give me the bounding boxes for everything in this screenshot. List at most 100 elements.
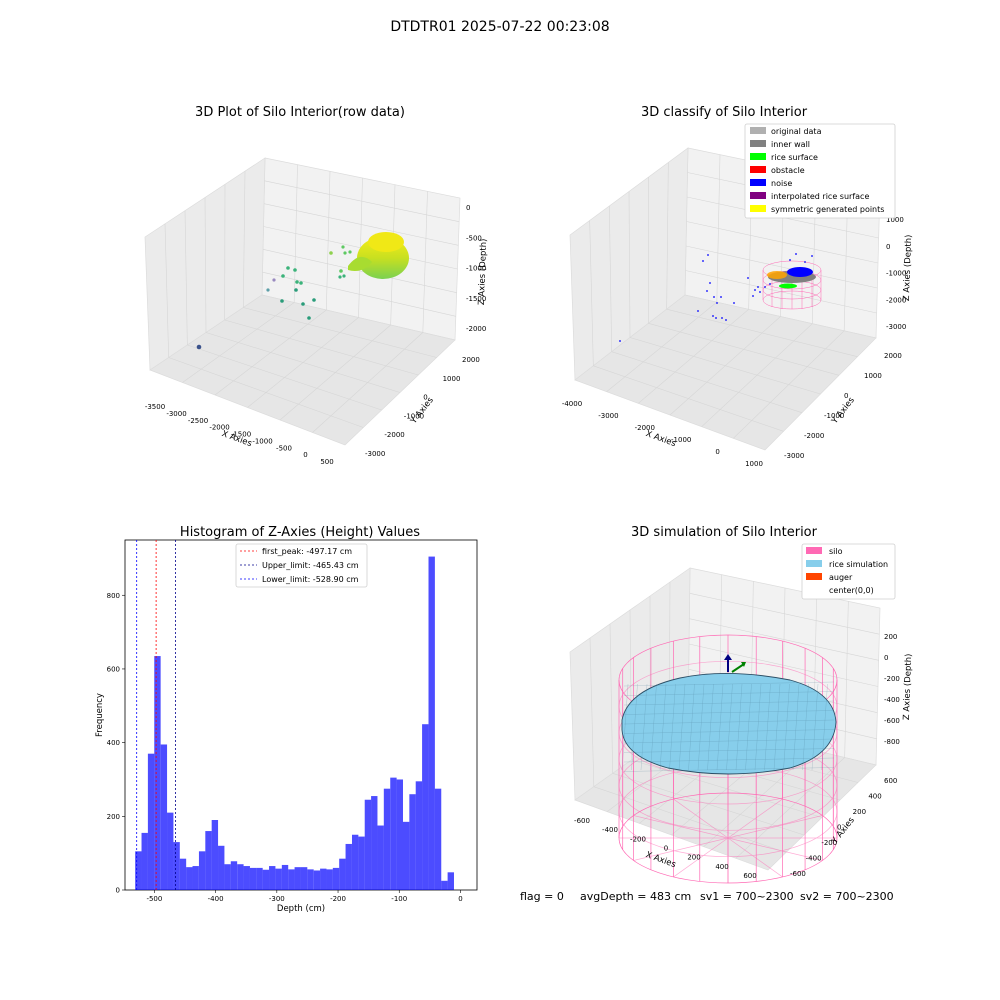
p4-legend-label: rice simulation (829, 560, 888, 569)
panel2-x-ticks: -4000 -3000 -2000 -1000 0 1000 (562, 400, 763, 468)
p2-ztick: 1000 (886, 216, 904, 224)
panel2-zlabel: Z Axies (Depth) (902, 234, 914, 301)
hist-bar (224, 864, 231, 890)
hist-ytick: 200 (107, 813, 120, 821)
panel1-grid (164, 164, 460, 433)
hist-legend-label: first_peak: -497.17 cm (262, 547, 352, 556)
p1-ytick: -2000 (384, 431, 404, 439)
panel4-legend: silo rice simulation auger center(0,0) (801, 543, 896, 600)
hist-xtick: -500 (146, 895, 162, 903)
hist-bar (307, 869, 314, 890)
hist-bar (364, 799, 372, 890)
panel2-grid (589, 154, 880, 439)
panel4-xlabel: X Axies (644, 850, 677, 870)
footer-sv2: sv2 = 700~2300 (800, 890, 894, 903)
footer-sv1: sv1 = 700~2300 (700, 890, 794, 903)
p2-ztick: -3000 (886, 323, 906, 331)
panel-classify-3d: 3D classify of Silo Interior -4000 -3000 -… (562, 105, 914, 468)
hist-bar (192, 866, 199, 890)
hist-xtick: 0 (458, 895, 462, 903)
hist-bar (332, 867, 340, 890)
p2-xtick: -4000 (562, 400, 582, 408)
panel1-z-ticks: 0 -500 -1000 -1500 -2000 (466, 204, 486, 333)
hist-ytick: 800 (107, 592, 120, 600)
hist-legend: first_peak: -497.17 cm Upper_limit: -465.… (235, 543, 368, 588)
p2-ytick: -1000 (824, 412, 844, 420)
p1-ytick: -1000 (404, 412, 424, 420)
p2-legend-label: symmetric generated points (771, 205, 884, 214)
p2-ztick: 0 (886, 243, 890, 251)
p4-legend-label: auger (829, 573, 853, 582)
hist-ytick: 0 (116, 887, 120, 895)
p2-ytick: 1000 (864, 372, 882, 380)
panel-histogram: Histogram of Z-Axies (Height) Values -50… (95, 525, 478, 914)
hist-bar (396, 779, 403, 890)
p1-xtick: 0 (303, 451, 307, 459)
hist-bar (313, 870, 321, 890)
footer-stats: flag = 0 avgDepth = 483 cm sv1 = 700~230… (520, 890, 894, 903)
figure-suptitle: DTDTR01 2025-07-22 00:23:08 (390, 19, 609, 35)
p4-legend-swatch (806, 586, 822, 593)
hist-ytick: 400 (107, 739, 120, 747)
p1-ytick: -3000 (365, 450, 385, 458)
panel1-x-ticks: -3500-3000-2500-2000-1500-1000 -500 0 500 (145, 403, 334, 466)
hist-bar (390, 777, 397, 890)
hist-xtick: -100 (391, 895, 407, 903)
hist-bar (281, 864, 289, 890)
p2-ytick: -2000 (804, 432, 824, 440)
hist-bar (447, 872, 454, 890)
hist-bar (198, 851, 206, 890)
panel1-zlabel: Z Axies (Depth) (477, 238, 489, 305)
panel2-title: 3D classify of Silo Interior (641, 105, 808, 120)
hist-bar (434, 788, 442, 890)
hist-bar (179, 858, 187, 890)
hist-bar (147, 753, 155, 890)
p2-xtick: -3000 (598, 412, 618, 420)
p2-legend-label: rice surface (771, 153, 818, 162)
hist-xtick: -400 (208, 895, 224, 903)
hist-bar (173, 842, 180, 890)
hist-bar (154, 656, 161, 890)
p4-ytick: -400 (806, 855, 822, 863)
hist-bar (371, 796, 378, 890)
hist-bar (428, 556, 435, 890)
p4-ytick: 600 (884, 777, 897, 785)
hist-y-ticks: 0 200 400 600 800 (107, 592, 125, 895)
p2-ytick: 0 (844, 392, 848, 400)
p4-xtick: -600 (574, 817, 590, 825)
p1-xtick: -3500 (145, 403, 165, 411)
hist-bar (339, 858, 346, 890)
p4-legend-swatch (806, 547, 822, 554)
p4-ytick: 0 (837, 824, 841, 832)
hist-ylabel: Frequency (95, 693, 105, 737)
hist-x-ticks: -500 -400 -300 -200 -100 0 (146, 890, 463, 903)
hist-bar (288, 869, 295, 890)
panel1-points (196, 245, 352, 350)
p1-ztick: -500 (466, 234, 482, 242)
p4-ztick: -200 (884, 675, 900, 683)
p4-xtick: 200 (687, 854, 700, 862)
p4-xtick: 400 (715, 863, 728, 871)
p2-xtick: -1000 (671, 436, 691, 444)
p1-xtick: -2500 (188, 417, 208, 425)
p4-ytick: -200 (821, 839, 837, 847)
p4-xtick: 0 (664, 845, 668, 853)
p1-xtick: -2000 (209, 424, 229, 432)
hist-bar (345, 843, 352, 890)
p2-ytick: 2000 (884, 352, 902, 360)
hist-ytick: 600 (107, 665, 120, 673)
panel3-title: Histogram of Z-Axies (Height) Values (180, 525, 420, 540)
p2-legend-swatch (750, 153, 766, 160)
p1-ztick: -1500 (466, 295, 486, 303)
p2-ztick: -2000 (886, 296, 906, 304)
hist-bar (243, 866, 250, 890)
panel4-z-ticks: 200 0 -200 -400 -600 -800 (884, 633, 900, 746)
panel2-y-ticks: -3000 -2000 -1000 0 1000 2000 (784, 352, 902, 460)
p2-legend-label: inner wall (771, 140, 810, 149)
hist-bar (256, 867, 263, 890)
hist-bar (186, 867, 193, 890)
panel2-z-ticks: 1000 0 -1000 -2000 -3000 (886, 216, 906, 331)
p4-ytick: 400 (868, 793, 881, 801)
p4-ztick: 0 (884, 654, 888, 662)
